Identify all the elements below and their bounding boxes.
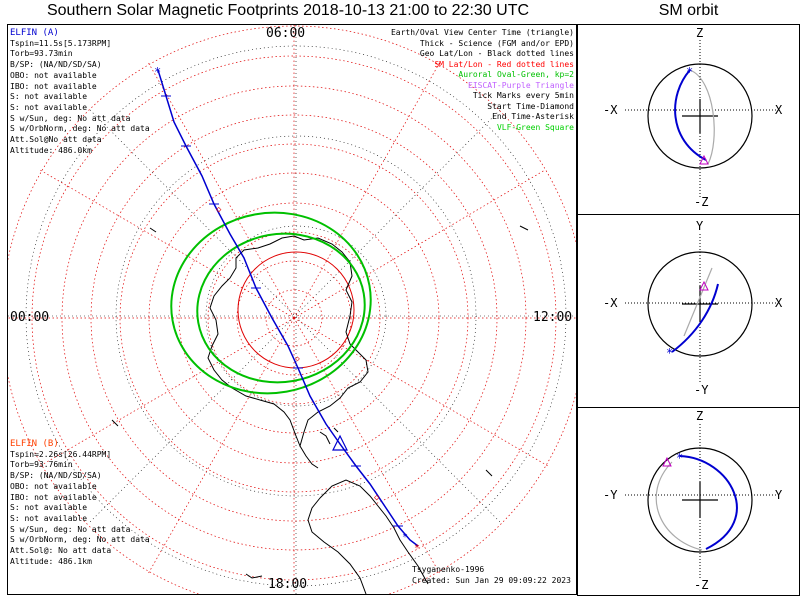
antarctic-peninsula (299, 427, 339, 469)
axis-label: X (775, 103, 783, 117)
mlt-label-top: 06:00 (266, 26, 305, 41)
elfin-a-line: IBO: not available (10, 81, 97, 91)
mlt-label-bottom: 18:00 (268, 577, 307, 592)
map-frame (7, 24, 577, 595)
legend-item: Auroral Oval-Green, kp=2 (458, 70, 574, 79)
elfin-a-line: OBO: not available (10, 70, 97, 80)
elfin-a-end-asterisk: * (154, 65, 161, 79)
axis-label: Y (696, 219, 704, 233)
legend-item: Earth/Oval View Center Time (triangle) (390, 28, 574, 37)
axis-label: -X (603, 296, 618, 310)
axis-label: Z (696, 409, 703, 423)
mlt-label-right: 12:00 (533, 310, 572, 325)
legend-item: SM Lat/Lon - Red dotted lines (434, 59, 574, 69)
auroral-oval-outer (170, 211, 372, 395)
geo-grid (8, 25, 576, 594)
elfin-a-line: S: not available (10, 102, 88, 112)
elfin-b-line: S w/OrbNorm, deg: No att data (10, 535, 150, 545)
svg-text:*: * (666, 346, 673, 360)
elfin-b-line: Altitude: 486.1km (10, 556, 92, 566)
mlt-label-left: 00:00 (10, 310, 49, 325)
axis-label: X (775, 296, 783, 310)
legend: Earth/Oval View Center Time (triangle) T… (391, 28, 574, 133)
legend-item: End Time-Asterisk (492, 112, 574, 121)
antarctica-coastline (207, 235, 369, 448)
legend-item: VLF-Green Square (496, 122, 574, 132)
sm-grid (8, 25, 576, 594)
view-center-triangle (332, 434, 348, 451)
elfin-a-line: Torb=93.73min (10, 49, 73, 59)
elfin-b-name: ELFIN (B) (10, 439, 59, 449)
footer: Tsyganenko-1996 Created: Sun Jan 29 09:0… (412, 565, 571, 586)
elfin-b-info: ELFIN (B) Tspin=2.26s[26.44RPM] Torb=93.… (10, 439, 150, 567)
elfin-a-start-diamond: ◇ (216, 205, 222, 215)
south-america-coastline (307, 479, 429, 594)
svg-text:◇: ◇ (295, 354, 300, 363)
model-credit: Tsyganenko-1996 (412, 565, 485, 574)
elfin-b-line: B/SP: (NA/ND/SD/SA) (10, 471, 102, 481)
elfin-a-line: S: not available (10, 92, 88, 102)
svg-text:*: * (402, 532, 408, 543)
elfin-a-line: Att.Sol@No att data (10, 135, 102, 145)
svg-text:*: * (676, 451, 683, 465)
svg-text:◇: ◇ (374, 493, 380, 503)
elfin-a-ticks (161, 95, 403, 527)
elfin-b-line: S: not available (10, 503, 88, 513)
orbit-title: SM orbit (658, 2, 719, 19)
auroral-oval-inner (196, 232, 366, 384)
axis-label: -Z (694, 578, 708, 592)
elfin-a-line: Tspin=11.5s[5.173RPM] (10, 38, 112, 48)
orbit-xy: * Y -Y -X X (603, 219, 783, 397)
elfin-b-line: OBO: not available (10, 481, 97, 491)
elfin-b-line: Torb=93.76min (10, 460, 73, 470)
created-timestamp: Created: Sun Jan 29 09:09:22 2023 (412, 575, 571, 585)
elfin-b-line: Tspin=2.26s[26.44RPM] (10, 449, 112, 459)
svg-text:*: * (686, 65, 693, 79)
elfin-a-line: B/SP: (NA/ND/SD/SA) (10, 60, 102, 70)
elfin-a-line: S w/OrbNorm, deg: No att data (10, 124, 150, 134)
legend-item: EISCAT-Purple Triangle (468, 80, 574, 90)
legend-item: Tick Marks every 5min (472, 91, 574, 100)
axis-label: -Y (603, 488, 618, 502)
elfin-b-line: IBO: not available (10, 492, 97, 502)
elfin-a-track (157, 69, 419, 547)
axis-label: -X (603, 103, 618, 117)
orbit-yz: * Z -Z -Y Y (603, 409, 783, 592)
axis-label: -Y (694, 383, 709, 397)
legend-item: Thick - Science (FGM and/or EPD) (419, 38, 574, 48)
legend-item: Start Time-Diamond (487, 101, 574, 111)
elfin-a-name: ELFIN (A) (10, 28, 59, 38)
svg-text:*: * (414, 543, 420, 554)
elfin-a-info: ELFIN (A) Tspin=11.5s[5.173RPM] Torb=93.… (10, 28, 150, 156)
elfin-a-line: S w/Sun, deg: No att data (10, 113, 131, 123)
elfin-b-line: S w/Sun, deg: No att data (10, 524, 131, 534)
elfin-b-line: Att.Sol@: No att data (10, 546, 112, 556)
axis-label: Y (775, 488, 783, 502)
legend-item: Geo Lat/Lon - Black dotted lines (419, 49, 574, 58)
elfin-b-line: S: not available (10, 513, 88, 523)
orbit-xz: * Z -Z -X X (603, 26, 783, 209)
axis-label: -Z (694, 195, 708, 209)
axis-label: Z (696, 26, 703, 40)
elfin-a-line: Altitude: 486.0km (10, 145, 92, 155)
page-title: Southern Solar Magnetic Footprints 2018-… (46, 2, 530, 19)
